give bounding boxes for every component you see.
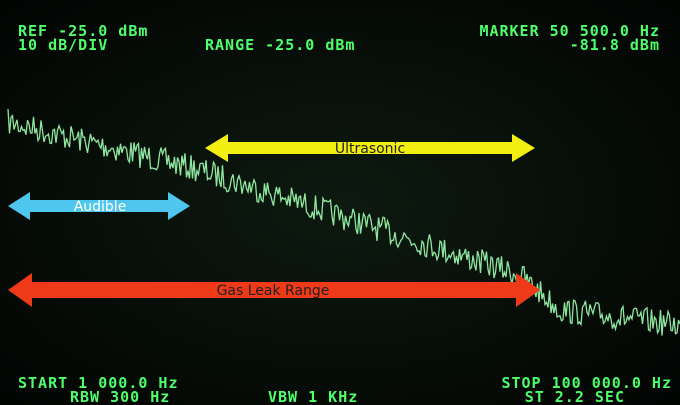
- screen: REF -25.0 dBm 10 dB/DIV RANGE -25.0 dBm …: [0, 0, 680, 405]
- sweep-time: ST 2.2 SEC: [525, 388, 625, 405]
- scale: 10 dB/DIV: [18, 36, 108, 54]
- marker-level: -81.8 dBm: [570, 36, 660, 54]
- vbw: VBW 1 KHz: [268, 388, 358, 405]
- range: RANGE -25.0 dBm: [205, 36, 355, 54]
- ultrasonic-label: Ultrasonic: [335, 141, 405, 157]
- gas-leak-label: Gas Leak Range: [217, 283, 330, 299]
- audible-label: Audible: [74, 199, 127, 215]
- rbw: RBW 300 Hz: [70, 388, 170, 405]
